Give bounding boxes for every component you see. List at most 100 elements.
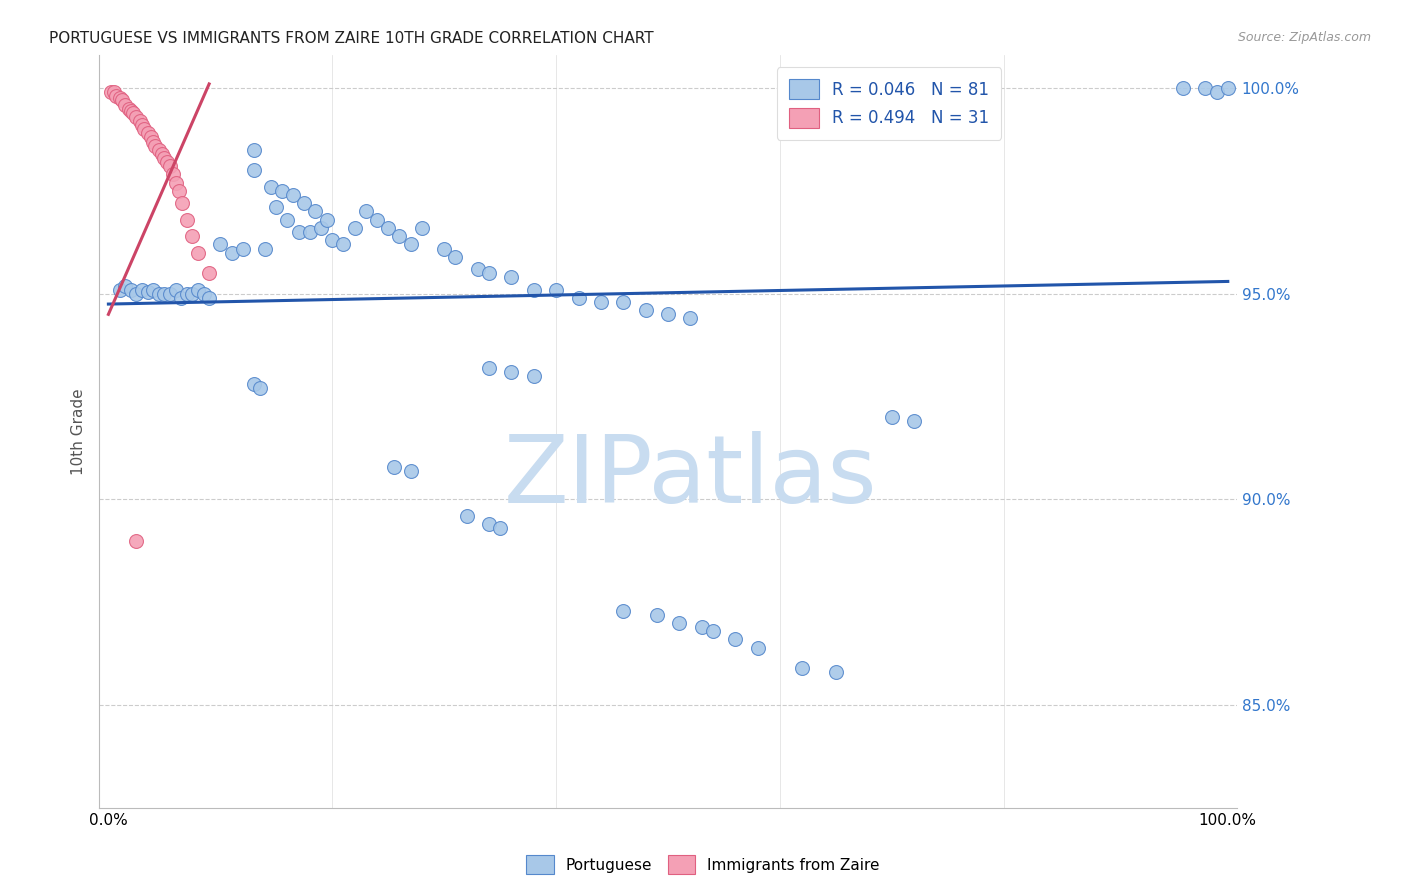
Point xyxy=(304,204,326,219)
Point xyxy=(193,286,215,301)
Point xyxy=(276,212,298,227)
Point xyxy=(260,179,283,194)
Point xyxy=(187,245,209,260)
Point xyxy=(198,266,221,280)
Point xyxy=(287,225,309,239)
Point xyxy=(478,517,501,532)
Point xyxy=(153,286,176,301)
Point xyxy=(139,130,162,145)
Point xyxy=(1205,85,1227,99)
Point xyxy=(679,311,702,326)
Point xyxy=(501,270,523,285)
Point xyxy=(159,286,181,301)
Point xyxy=(825,665,848,680)
Point xyxy=(880,410,903,425)
Point xyxy=(343,221,366,235)
Point xyxy=(354,204,377,219)
Point xyxy=(377,221,399,235)
Point xyxy=(467,262,489,277)
Text: ZIPatlas: ZIPatlas xyxy=(503,431,877,523)
Point xyxy=(309,221,332,235)
Point xyxy=(523,369,546,384)
Point xyxy=(145,138,167,153)
Point xyxy=(243,143,266,157)
Point xyxy=(523,283,546,297)
Point xyxy=(148,286,170,301)
Text: PORTUGUESE VS IMMIGRANTS FROM ZAIRE 10TH GRADE CORRELATION CHART: PORTUGUESE VS IMMIGRANTS FROM ZAIRE 10TH… xyxy=(49,31,654,46)
Point xyxy=(181,229,204,244)
Legend: R = 0.046   N = 81, R = 0.494   N = 31: R = 0.046 N = 81, R = 0.494 N = 31 xyxy=(778,67,1001,139)
Point xyxy=(153,151,176,165)
Point xyxy=(131,283,153,297)
Point xyxy=(128,114,150,128)
Point xyxy=(114,97,136,112)
Point xyxy=(243,163,266,178)
Point xyxy=(125,533,148,548)
Point xyxy=(134,122,156,136)
Point xyxy=(668,615,690,630)
Point xyxy=(108,283,131,297)
Point xyxy=(747,640,769,655)
Point xyxy=(243,377,266,392)
Point xyxy=(114,278,136,293)
Point xyxy=(136,285,159,299)
Point xyxy=(1171,81,1194,95)
Point xyxy=(136,126,159,140)
Point xyxy=(612,295,634,310)
Point xyxy=(489,521,512,535)
Point xyxy=(170,291,193,305)
Point xyxy=(167,184,190,198)
Point xyxy=(444,250,467,264)
Point xyxy=(172,196,194,211)
Point xyxy=(456,508,478,523)
Point xyxy=(411,221,433,235)
Point xyxy=(105,89,128,103)
Point xyxy=(266,200,288,214)
Point xyxy=(399,464,422,478)
Point xyxy=(176,286,198,301)
Point xyxy=(903,414,925,428)
Point xyxy=(478,360,501,375)
Point xyxy=(187,283,209,297)
Point xyxy=(159,159,181,173)
Point xyxy=(270,184,292,198)
Point xyxy=(399,237,422,252)
Point xyxy=(382,459,405,474)
Point xyxy=(281,188,304,202)
Point xyxy=(292,196,315,211)
Point xyxy=(388,229,411,244)
Point xyxy=(108,91,131,105)
Point xyxy=(634,303,657,318)
Legend: Portuguese, Immigrants from Zaire: Portuguese, Immigrants from Zaire xyxy=(520,849,886,880)
Point xyxy=(792,661,814,675)
Point xyxy=(150,147,173,161)
Point xyxy=(478,266,501,280)
Point xyxy=(612,604,634,618)
Point xyxy=(142,135,165,149)
Point xyxy=(142,283,165,297)
Point xyxy=(162,168,184,182)
Point xyxy=(131,118,153,132)
Point xyxy=(103,85,125,99)
Point xyxy=(117,102,139,116)
Point xyxy=(249,381,271,395)
Point xyxy=(198,291,221,305)
Point xyxy=(501,365,523,379)
Point xyxy=(332,237,354,252)
Point xyxy=(122,105,145,120)
Point xyxy=(165,283,187,297)
Point xyxy=(125,286,148,301)
Point xyxy=(298,225,321,239)
Point xyxy=(657,307,679,321)
Point xyxy=(321,233,343,247)
Point xyxy=(100,85,122,99)
Point xyxy=(724,632,747,647)
Point xyxy=(366,212,388,227)
Point xyxy=(546,283,568,297)
Point xyxy=(125,110,148,124)
Point xyxy=(209,237,232,252)
Point xyxy=(221,245,243,260)
Point xyxy=(148,143,170,157)
Point xyxy=(433,242,456,256)
Point xyxy=(315,212,337,227)
